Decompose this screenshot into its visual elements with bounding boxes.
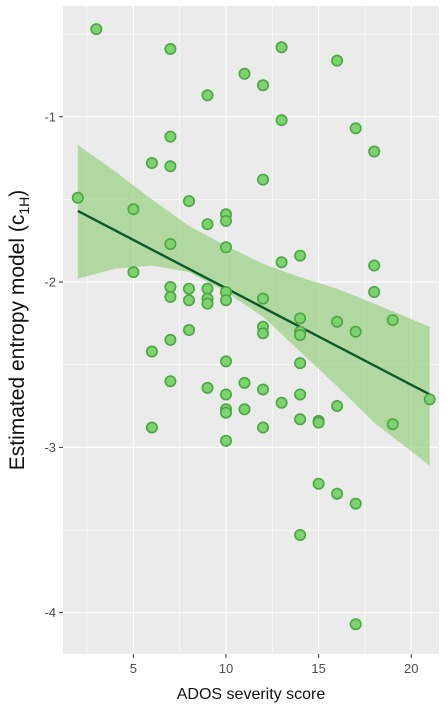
data-point [238,403,251,416]
data-point [256,173,269,186]
data-point [183,323,196,336]
x-tick-label: 5 [130,661,137,676]
data-point [294,328,307,341]
x-axis-title: ADOS severity score [177,686,326,703]
data-points-layer [71,23,436,631]
data-point [349,325,362,338]
data-point [220,355,233,368]
data-point [256,292,269,305]
data-point [331,487,344,500]
data-point [294,357,307,370]
data-point [238,376,251,389]
data-point [164,130,177,143]
data-point [127,266,140,279]
x-tick-label: 20 [404,661,418,676]
data-point [294,388,307,401]
y-axis-title-main: Estimated entropy model (c [6,215,29,471]
data-point [368,285,381,298]
data-point [164,280,177,293]
data-point [256,421,269,434]
data-point [220,294,233,307]
data-point [331,315,344,328]
x-tick-label: 15 [311,661,325,676]
regression-line [77,209,431,396]
data-point [164,290,177,303]
data-point [201,381,214,394]
y-tick-label: -2 [44,275,56,290]
data-point [312,416,325,429]
confidence-band-layer [77,144,430,466]
data-point [90,23,103,36]
data-point [183,282,196,295]
data-point [275,396,288,409]
data-point [164,375,177,388]
x-axis-ticks: 5 10 15 20 [130,654,418,676]
data-point [71,191,84,204]
data-point [256,79,269,92]
data-point [275,41,288,54]
data-point [127,203,140,216]
data-point [145,157,158,170]
data-point [164,333,177,346]
y-tick-label: -1 [44,109,56,124]
data-point [312,477,325,490]
data-point [183,294,196,307]
y-axis-title: Estimated entropy model (c1H) [6,190,32,471]
data-point [220,388,233,401]
data-point [349,122,362,135]
confidence-band [77,144,430,466]
data-point [349,618,362,631]
y-axis-title-close: ) [6,190,29,197]
data-point [164,42,177,55]
data-point [238,67,251,80]
data-point [220,406,233,419]
data-point [294,413,307,426]
data-point [331,54,344,67]
data-point [294,249,307,262]
data-point [275,256,288,269]
y-axis-title-subscript: 1H [16,197,32,215]
x-tick-label: 10 [219,661,233,676]
y-tick-label: -3 [44,440,56,455]
data-point [423,393,436,406]
data-point [201,218,214,231]
data-point [275,114,288,127]
data-point [201,282,214,295]
data-point [220,214,233,227]
data-point [256,327,269,340]
data-point [368,145,381,158]
data-point [201,89,214,102]
data-point [164,238,177,251]
data-point [294,528,307,541]
data-point [201,297,214,310]
data-point [256,383,269,396]
data-point [368,259,381,272]
data-point [349,497,362,510]
y-axis-ticks: -1 -2 -3 -4 [44,109,63,620]
data-point [164,160,177,173]
data-point [183,195,196,208]
y-tick-label: -4 [44,605,56,620]
data-point [294,312,307,325]
data-point [386,314,399,327]
data-point [145,421,158,434]
regression-line-layer [77,209,431,396]
data-point [145,345,158,358]
data-point [386,418,399,431]
data-point [331,399,344,412]
data-point [220,434,233,447]
data-point [220,241,233,254]
